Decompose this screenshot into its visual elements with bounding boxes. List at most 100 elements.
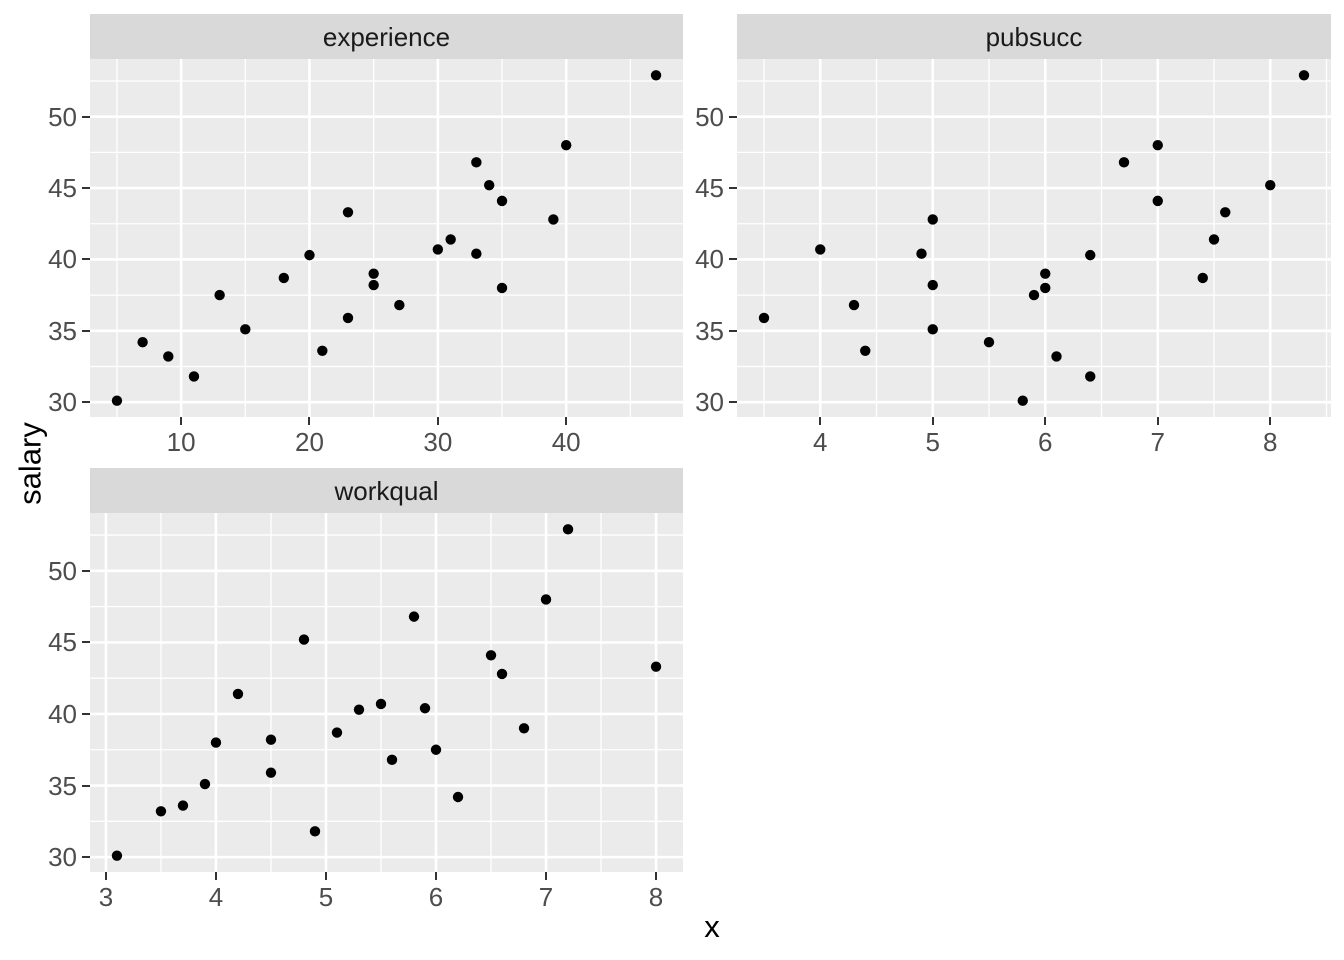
y-tick-mark [82, 401, 90, 404]
y-tick-label: 35 [695, 315, 724, 346]
x-tick-mark [180, 417, 183, 425]
data-point [485, 650, 497, 661]
y-tick-mark [729, 329, 737, 332]
scatter-panel-workqual [90, 513, 683, 872]
y-tick-label: 30 [48, 842, 77, 873]
data-point [1152, 195, 1163, 207]
x-tick-mark [1269, 417, 1272, 425]
y-tick-mark [82, 712, 90, 715]
x-tick-label: 8 [648, 882, 664, 912]
x-tick-label: 10 [166, 427, 196, 457]
data-point [419, 703, 431, 714]
data-point [408, 611, 420, 622]
facet-strip-label: experience [322, 21, 451, 52]
x-tick-label: 8 [1263, 427, 1278, 457]
y-tick-mark [82, 329, 90, 332]
data-point [1040, 282, 1051, 294]
data-point [199, 778, 211, 790]
y-tick-label: 50 [695, 101, 724, 132]
x-tick-mark [931, 417, 934, 425]
y-tick-mark [82, 258, 90, 261]
data-point [368, 279, 379, 291]
y-tick-mark [82, 784, 90, 787]
data-point [111, 395, 123, 406]
data-point [375, 698, 387, 710]
y-tick-mark [729, 401, 737, 404]
y-tick-label: 50 [48, 101, 77, 132]
x-tick-label: 5 [318, 882, 334, 912]
x-tick-label: 7 [538, 882, 554, 912]
y-tick-mark [729, 115, 737, 118]
data-point [927, 214, 938, 225]
y-axis-title: salary [12, 422, 48, 505]
data-point [1298, 70, 1310, 81]
scatter-panel-pubsucc [737, 59, 1331, 417]
data-point [188, 371, 200, 382]
x-tick-mark [104, 872, 107, 880]
x-tick-label: 7 [1150, 427, 1165, 457]
y-tick-mark [82, 187, 90, 190]
data-point [452, 791, 464, 803]
facet-strip-label: pubsucc [985, 21, 1083, 52]
data-point [471, 248, 482, 259]
y-tick-label: 35 [48, 315, 77, 346]
y-tick-label: 45 [695, 173, 724, 204]
facet-strip-workqual: workqual [90, 468, 683, 513]
x-tick-label: 4 [813, 427, 828, 457]
data-point [1085, 249, 1096, 261]
x-tick-mark [1156, 417, 1159, 425]
data-point [137, 337, 148, 348]
data-point [1040, 268, 1051, 279]
data-point [265, 767, 277, 778]
x-tick-label: 20 [295, 427, 324, 457]
data-point [386, 754, 398, 765]
y-tick-label: 35 [48, 770, 77, 801]
x-tick-label: 5 [925, 427, 940, 457]
data-point [548, 214, 559, 225]
data-point [240, 324, 251, 335]
data-point [353, 704, 365, 715]
data-point [177, 800, 189, 811]
data-point [1051, 351, 1062, 362]
y-tick-label: 50 [48, 555, 77, 586]
data-point [848, 299, 860, 311]
data-point [1220, 207, 1231, 218]
data-point [916, 248, 927, 259]
y-tick-label: 40 [48, 244, 77, 275]
scatter-panel-experience [90, 59, 683, 417]
data-point [815, 244, 826, 255]
data-point [1197, 272, 1208, 284]
x-tick-mark [655, 872, 658, 880]
x-tick-mark [308, 417, 311, 425]
data-point [1085, 371, 1096, 382]
x-tick-mark [436, 417, 439, 425]
data-point [927, 279, 938, 291]
data-point [1152, 140, 1163, 151]
x-tick-label: 6 [428, 882, 444, 912]
x-tick-mark [435, 872, 437, 880]
data-point [650, 70, 662, 81]
x-tick-mark [819, 417, 822, 425]
x-tick-label: 3 [98, 882, 114, 912]
data-point [298, 634, 310, 645]
y-tick-label: 45 [48, 627, 77, 658]
data-point [650, 661, 662, 672]
y-tick-mark [82, 641, 90, 644]
x-tick-mark [214, 872, 217, 880]
data-point [155, 806, 167, 817]
data-point [210, 737, 222, 748]
x-tick-label: 40 [551, 427, 581, 457]
data-point [483, 179, 495, 191]
data-point [265, 734, 277, 745]
data-point [214, 289, 225, 301]
facet-strip-pubsucc: pubsucc [737, 14, 1331, 59]
data-point [540, 594, 552, 605]
x-tick-mark [1044, 417, 1047, 425]
data-point [430, 744, 442, 755]
data-point [1017, 395, 1028, 406]
data-point [368, 268, 379, 279]
y-tick-mark [82, 569, 90, 572]
data-point [496, 668, 508, 680]
y-tick-mark [82, 856, 90, 859]
